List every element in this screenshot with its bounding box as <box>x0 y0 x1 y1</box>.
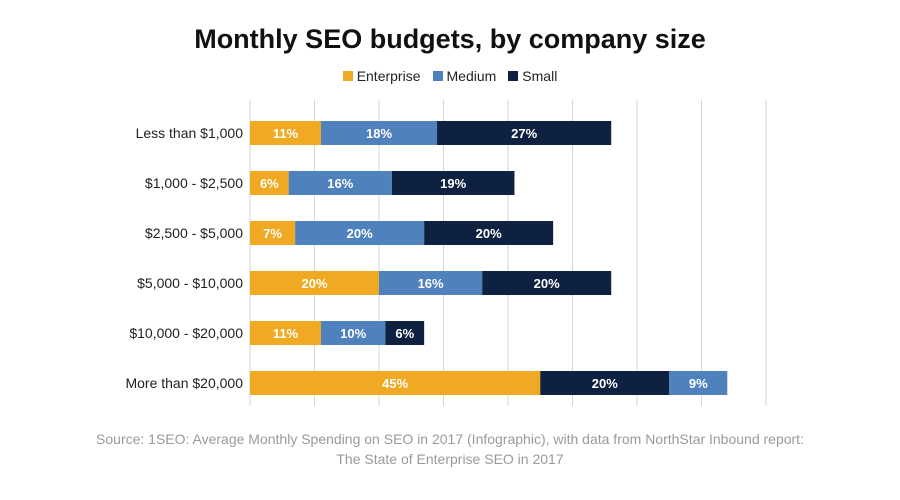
data-label: 18% <box>366 126 392 141</box>
data-label: 11% <box>273 326 299 341</box>
data-label: 16% <box>418 276 444 291</box>
bar-segment-enterprise <box>250 171 289 195</box>
source-line-1: Source: 1SEO: Average Monthly Spending o… <box>96 431 804 447</box>
legend-swatch-medium <box>432 71 443 81</box>
legend-item-medium: Medium <box>432 68 497 84</box>
data-label: 10% <box>340 326 366 341</box>
category-label: More than $20,000 <box>125 375 243 391</box>
legend-label-medium: Medium <box>446 68 497 84</box>
data-label: 20% <box>534 276 560 291</box>
data-label: 6% <box>395 326 414 341</box>
bar-segment-enterprise <box>250 221 296 245</box>
data-label: 20% <box>592 376 618 391</box>
bar-segment-medium <box>320 121 438 145</box>
bar-segment-medium <box>320 321 386 345</box>
bar-segment-small <box>385 321 425 345</box>
bar-segment-small <box>482 271 612 295</box>
bar-segment-small <box>391 171 515 195</box>
legend: Enterprise Medium Small <box>0 68 900 84</box>
data-label: 6% <box>260 176 279 191</box>
bar-chart: Less than $1,000 11% 18% 27% $1,000 - $2,500… <box>125 100 767 406</box>
source-line-2: The State of Enterprise SEO in 2017 <box>336 451 564 467</box>
bar-segment-medium <box>669 371 728 395</box>
bar-segment-medium <box>295 221 425 245</box>
bar-segment-enterprise <box>250 371 541 395</box>
data-label: 20% <box>476 226 502 241</box>
legend-item-small: Small <box>508 68 557 84</box>
legend-swatch-small <box>508 71 519 81</box>
bar-segment-enterprise <box>250 321 321 345</box>
data-label: 16% <box>327 176 353 191</box>
data-label: 19% <box>440 176 466 191</box>
bar-segment-enterprise <box>250 271 379 295</box>
category-label: $5,000 - $10,000 <box>137 275 243 291</box>
data-label: 7% <box>263 226 282 241</box>
chart-title: Monthly SEO budgets, by company size <box>194 24 706 54</box>
legend-swatch-enterprise <box>342 71 353 81</box>
data-label: 9% <box>689 376 708 391</box>
bar-segment-small <box>540 371 670 395</box>
legend-item-enterprise: Enterprise <box>342 68 421 84</box>
category-label: $2,500 - $5,000 <box>145 225 243 241</box>
data-label: 27% <box>511 126 537 141</box>
data-label: 20% <box>301 276 327 291</box>
bar-segment-small <box>437 121 612 145</box>
legend-label-enterprise: Enterprise <box>356 68 421 84</box>
bar-segment-medium <box>379 271 483 295</box>
category-label: $1,000 - $2,500 <box>145 175 243 191</box>
source-note: Source: 1SEO: Average Monthly Spending o… <box>40 429 860 469</box>
bar-segment-medium <box>288 171 392 195</box>
data-label: 20% <box>347 226 373 241</box>
legend-label-small: Small <box>522 68 558 84</box>
bar-segment-enterprise <box>250 121 321 145</box>
data-label: 11% <box>273 126 299 141</box>
data-label: 45% <box>382 376 408 391</box>
category-label: $10,000 - $20,000 <box>129 325 243 341</box>
category-label: Less than $1,000 <box>136 125 244 141</box>
bar-segment-small <box>424 221 554 245</box>
